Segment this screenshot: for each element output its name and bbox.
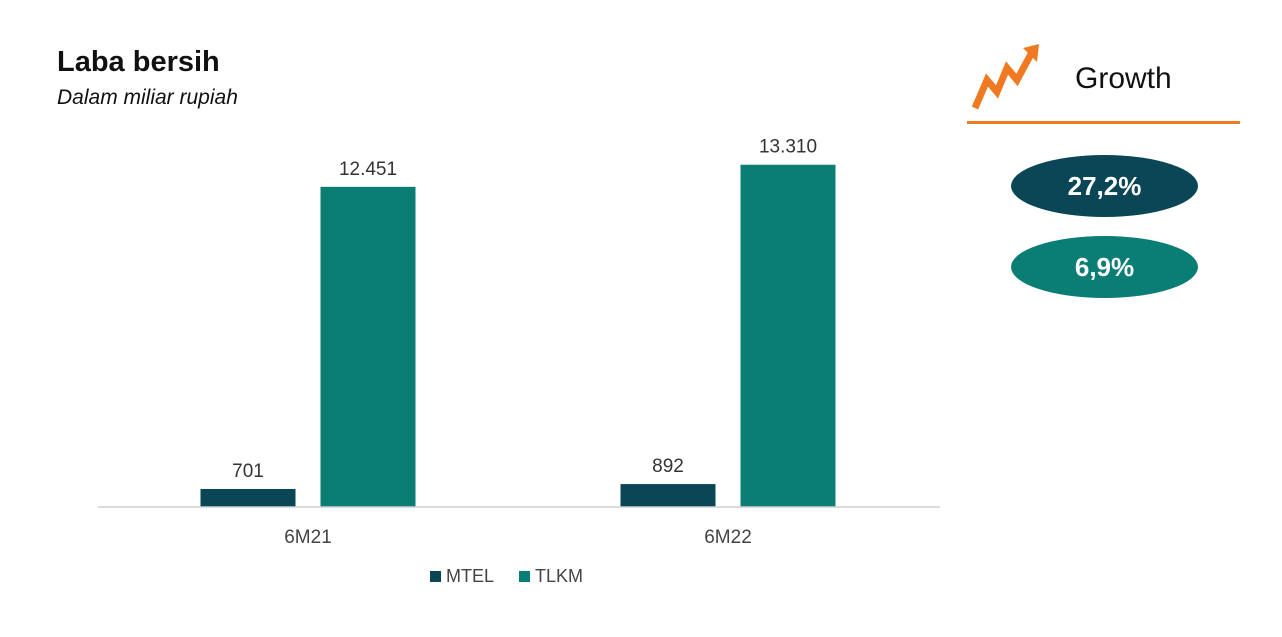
growth-title: Growth	[1075, 62, 1172, 95]
bar-mtel-6m21	[200, 488, 296, 507]
bar-mtel-6m22	[620, 484, 716, 507]
data-label-tlkm-6m21: 12.451	[339, 159, 397, 180]
growth-badge-tlkm: 6,9%	[1011, 236, 1198, 298]
bar-tlkm-6m22	[740, 164, 836, 507]
bar-chart: 701 12.451 6M21 892 13.310 6M22 MTEL TLKM	[98, 137, 940, 586]
legend-swatch-mtel	[430, 571, 441, 582]
chart-title: Laba bersih	[57, 46, 220, 78]
x-tick-label: 6M22	[704, 527, 752, 548]
legend-swatch-tlkm	[519, 571, 530, 582]
data-label-mtel-6m22: 892	[652, 456, 684, 477]
growth-divider	[967, 121, 1240, 124]
data-label-mtel-6m21: 701	[232, 461, 264, 482]
data-label-tlkm-6m22: 13.310	[759, 137, 817, 158]
legend-label-tlkm: TLKM	[535, 566, 583, 586]
growth-badge-mtel: 27,2%	[1011, 155, 1198, 217]
x-tick-label: 6M21	[284, 527, 332, 548]
chart-subtitle: Dalam miliar rupiah	[57, 86, 238, 109]
trend-up-arrow-icon	[971, 44, 1039, 110]
bar-tlkm-6m21	[320, 186, 416, 507]
legend-label-mtel: MTEL	[446, 566, 494, 586]
